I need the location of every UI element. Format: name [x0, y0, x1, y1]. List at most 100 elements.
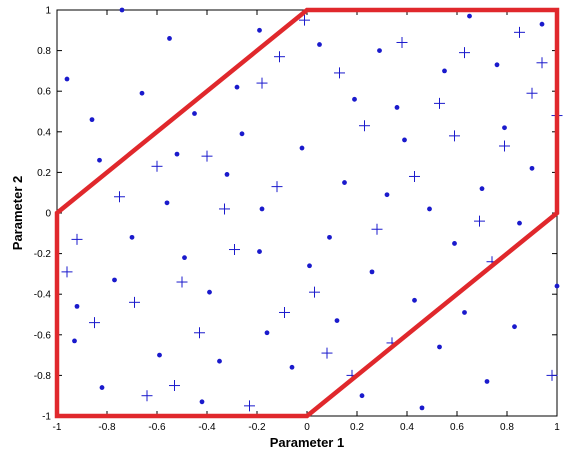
data-point-dot — [139, 90, 145, 96]
data-point-plus — [514, 26, 525, 38]
y-tick-labels: -1 -0.8 -0.6 -0.4 -0.2 0 0.2 0.4 0.6 0.8 1 — [34, 6, 52, 423]
data-point-dot — [289, 364, 295, 370]
data-point-plus — [321, 347, 333, 359]
data-point-dot — [97, 157, 102, 163]
data-point-dot — [239, 131, 245, 137]
data-point-plus — [434, 97, 445, 109]
data-point-dot — [327, 234, 332, 240]
data-point-plus — [141, 390, 153, 402]
x-tick-label: -0.8 — [98, 422, 116, 433]
data-point-dot — [442, 68, 447, 74]
data-point-dot — [164, 200, 170, 206]
y-tick-label: -1 — [42, 412, 51, 423]
data-point-dot — [317, 42, 322, 47]
data-point-dot — [257, 27, 262, 33]
data-point-plus — [89, 317, 100, 329]
data-point-plus — [499, 140, 510, 152]
data-point-dot — [307, 263, 312, 269]
data-point-dot — [192, 111, 197, 116]
data-point-plus — [274, 51, 285, 63]
data-point-dot — [369, 269, 375, 275]
data-point-dot — [394, 105, 400, 110]
data-point-dot — [264, 330, 270, 336]
data-point-dot — [539, 21, 545, 27]
data-point-dot — [157, 352, 162, 358]
data-point-dot — [479, 186, 485, 192]
data-point-dot — [437, 344, 442, 350]
data-point-plus — [396, 36, 408, 48]
data-point-dot — [64, 76, 70, 82]
data-point-dot — [234, 84, 240, 90]
data-point-plus — [176, 276, 188, 288]
data-point-plus — [256, 77, 268, 89]
x-tick-label: -0.2 — [248, 422, 266, 433]
data-point-plus — [459, 47, 470, 59]
y-tick-label: 0.8 — [37, 46, 51, 57]
x-tick-labels: -1 -0.8 -0.6 -0.4 -0.2 0 0.2 0.4 0.6 0.8 1 — [53, 422, 561, 433]
data-point-dot — [334, 318, 340, 323]
data-point-plus — [371, 223, 383, 235]
x-tick-label: -0.6 — [148, 422, 166, 433]
data-point-dot — [199, 399, 205, 405]
data-point-plus — [194, 327, 205, 339]
data-points — [61, 7, 563, 412]
y-axis-label: Parameter 2 — [10, 176, 25, 250]
x-tick-label: 0 — [304, 422, 310, 433]
data-point-plus — [474, 215, 485, 227]
data-point-dot — [167, 36, 172, 41]
data-point-plus — [309, 286, 320, 298]
data-point-plus — [536, 57, 548, 69]
data-point-plus — [409, 170, 420, 182]
data-point-plus — [129, 296, 140, 308]
data-point-plus — [229, 244, 240, 256]
data-point-dot — [452, 241, 457, 246]
data-point-dot — [174, 151, 180, 157]
data-point-plus — [359, 120, 370, 132]
data-point-plus — [169, 380, 180, 392]
data-point-plus — [334, 67, 345, 79]
data-point-plus — [151, 160, 163, 172]
data-point-dot — [129, 234, 135, 240]
data-point-plus — [299, 14, 310, 26]
y-tick-label: 0.4 — [37, 127, 51, 138]
x-tick-label: 0.6 — [450, 422, 464, 433]
y-tick-label: -0.2 — [34, 249, 52, 260]
data-point-dot — [182, 255, 187, 261]
y-tick-label: 0.2 — [37, 168, 51, 179]
data-point-plus — [526, 87, 538, 99]
data-point-dot — [217, 358, 222, 364]
data-point-dot — [74, 303, 80, 309]
feasible-region-boundary — [54, 7, 560, 419]
y-tick-label: 1 — [45, 6, 51, 17]
y-tick-label: -0.8 — [34, 371, 52, 382]
data-point-dot — [224, 172, 230, 177]
data-point-dot — [342, 180, 347, 185]
data-point-dot — [257, 249, 262, 254]
data-point-dot — [529, 165, 535, 171]
data-point-plus — [449, 130, 460, 142]
data-point-plus — [271, 181, 283, 193]
data-point-plus — [546, 369, 558, 381]
x-tick-label: -0.4 — [198, 422, 216, 433]
data-point-dot — [99, 385, 105, 390]
data-point-dot — [89, 117, 95, 123]
data-point-dot — [299, 145, 305, 151]
data-point-dot — [427, 206, 432, 212]
x-tick-label: 0.2 — [350, 422, 364, 433]
data-point-dot — [502, 125, 507, 131]
data-point-dot — [352, 96, 357, 102]
data-point-plus — [114, 191, 125, 203]
y-tick-label: 0 — [45, 209, 51, 220]
data-point-dot — [494, 62, 500, 68]
y-tick-label: -0.4 — [34, 290, 52, 301]
data-point-dot — [467, 13, 472, 19]
data-point-dot — [554, 283, 560, 289]
data-point-dot — [412, 297, 417, 303]
data-point-dot — [402, 137, 407, 143]
data-point-dot — [517, 220, 522, 226]
x-tick-label: 0.4 — [400, 422, 414, 433]
data-point-plus — [279, 306, 290, 318]
data-point-dot — [359, 393, 365, 399]
data-point-dot — [384, 192, 390, 198]
